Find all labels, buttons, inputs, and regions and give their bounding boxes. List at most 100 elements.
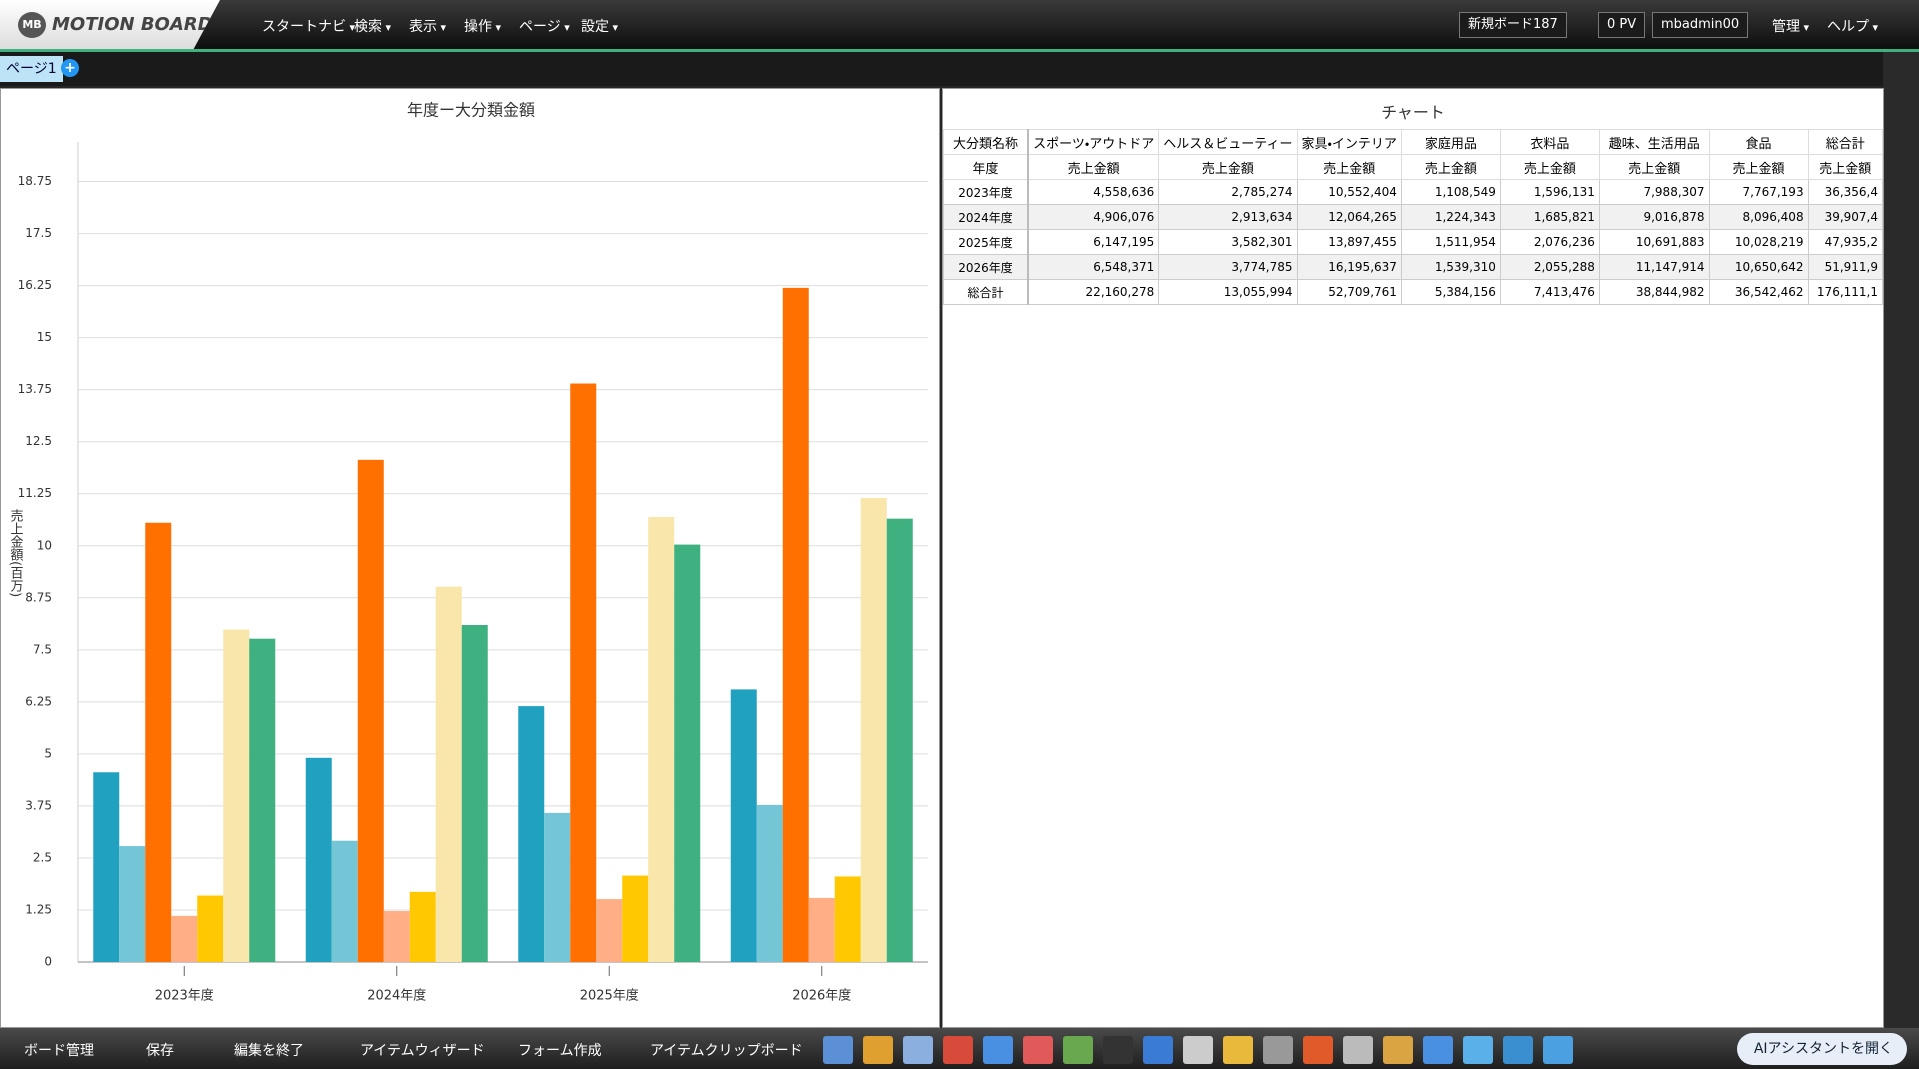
logo-mark: MB xyxy=(18,12,46,38)
bar xyxy=(756,804,783,962)
logo[interactable]: MB MOTION BOARD xyxy=(0,0,220,49)
menu-item[interactable]: ヘルプ xyxy=(1827,16,1878,36)
bar xyxy=(834,876,861,962)
bar xyxy=(860,497,887,962)
table-cell: 年度 xyxy=(943,154,1030,180)
menu-item[interactable]: スタートナビ xyxy=(262,16,355,36)
toolbar-button[interactable]: アイテムウィザード xyxy=(360,1043,485,1059)
y-tick-label: 0 xyxy=(44,955,52,969)
table-cell: 4,558,636 xyxy=(1027,179,1160,205)
table-row: 2026年度 6,548,371 3,774,785 16,195,637 1,539,… xyxy=(943,254,1883,280)
toolbar-button[interactable]: 編集を終了 xyxy=(234,1043,304,1059)
y-axis-label: 売上金額(百万) xyxy=(8,508,24,597)
x-tick-label: 2024年度 xyxy=(367,988,426,1004)
item-icon[interactable] xyxy=(1463,1036,1493,1064)
table-cell: 13,897,455 xyxy=(1296,229,1402,255)
data-table: 大分類名称 スポーツ・アウトドア ヘルス＆ビューティー 家具・インテリア 家庭用品 衣料品… xyxy=(943,129,1883,305)
table-panel: チャート 大分類名称 スポーツ・アウトドア ヘルス＆ビューティー 家具・インテリア 家庭… xyxy=(942,88,1884,1028)
table-row: 総合計 22,160,278 13,055,994 52,709,761 5,384,1… xyxy=(943,279,1883,305)
item-icon[interactable] xyxy=(1543,1036,1573,1064)
bar xyxy=(808,897,835,962)
y-tick-label: 8.75 xyxy=(25,590,52,604)
table-cell: 13,055,994 xyxy=(1158,279,1298,305)
toolbar-button[interactable]: アイテムクリップボード xyxy=(650,1043,803,1059)
table-title: チャート xyxy=(1381,103,1445,122)
table-cell: 51,911,9 xyxy=(1807,254,1883,280)
bar xyxy=(544,812,571,962)
bar xyxy=(409,891,436,962)
toolbar-button[interactable]: ボード管理 xyxy=(24,1043,94,1059)
table-cell: 3,582,301 xyxy=(1158,229,1298,255)
y-tick-label: 6.25 xyxy=(25,694,52,708)
table-cell: 7,767,193 xyxy=(1708,179,1809,205)
table-cell: 12,064,265 xyxy=(1296,204,1402,230)
item-icon[interactable] xyxy=(1223,1036,1253,1064)
item-icon[interactable] xyxy=(1103,1036,1133,1064)
table-cell: 39,907,4 xyxy=(1807,204,1883,230)
table-row: 2025年度 6,147,195 3,582,301 13,897,455 1,511,… xyxy=(943,229,1883,255)
table-cell: 2026年度 xyxy=(943,254,1030,280)
item-icon[interactable] xyxy=(943,1036,973,1064)
ai-assistant[interactable]: AIアシスタントを開く xyxy=(1737,1033,1907,1065)
bar xyxy=(331,840,358,962)
toolbar-button[interactable]: 保存 xyxy=(146,1043,174,1059)
menu-item[interactable]: 操作 xyxy=(464,16,501,36)
add-tab[interactable]: + xyxy=(61,59,79,77)
bar xyxy=(730,689,757,962)
user-name[interactable]: mbadmin00 xyxy=(1652,12,1749,38)
bar xyxy=(570,383,597,963)
table-row: 大分類名称 スポーツ・アウトドア ヘルス＆ビューティー 家具・インテリア 家庭用品 衣料品… xyxy=(943,129,1883,155)
table-cell: 2,785,274 xyxy=(1158,179,1298,205)
table-cell: 2025年度 xyxy=(943,229,1030,255)
table-cell: 38,844,982 xyxy=(1598,279,1710,305)
bar xyxy=(171,915,198,962)
item-icon[interactable] xyxy=(983,1036,1013,1064)
item-icon[interactable] xyxy=(863,1036,893,1064)
item-icon[interactable] xyxy=(823,1036,853,1064)
item-icon[interactable] xyxy=(1183,1036,1213,1064)
table-cell: 5,384,156 xyxy=(1400,279,1501,305)
bar xyxy=(886,518,913,962)
table-cell: 1,685,821 xyxy=(1499,204,1600,230)
bar xyxy=(596,899,623,962)
menu-item[interactable]: 表示 xyxy=(409,16,446,36)
bar xyxy=(305,757,332,962)
table-row: 2024年度 4,906,076 2,913,634 12,064,265 1,224,… xyxy=(943,204,1883,230)
board-name[interactable]: 新規ボード187 xyxy=(1459,12,1567,38)
table-cell: 売上金額 xyxy=(1807,154,1883,180)
table-cell: 総合計 xyxy=(1807,129,1883,155)
y-tick-label: 3.75 xyxy=(25,798,52,812)
menu-item[interactable]: 管理 xyxy=(1772,16,1809,36)
menu-item[interactable]: ページ xyxy=(519,16,570,36)
item-icon[interactable] xyxy=(1263,1036,1293,1064)
item-icon[interactable] xyxy=(1503,1036,1533,1064)
item-icon[interactable] xyxy=(1423,1036,1453,1064)
y-tick-label: 13.75 xyxy=(18,382,52,396)
table-cell: 36,356,4 xyxy=(1807,179,1883,205)
tab[interactable]: ページ1 xyxy=(0,56,63,82)
table-cell: 7,988,307 xyxy=(1598,179,1710,205)
item-icon[interactable] xyxy=(1343,1036,1373,1064)
table-cell: 36,542,462 xyxy=(1708,279,1809,305)
table-cell: 売上金額 xyxy=(1158,154,1298,180)
table-row: 年度 売上金額 売上金額 売上金額 売上金額 売上金額 売上金額 売上金額 売上金額 xyxy=(943,154,1883,180)
item-icon[interactable] xyxy=(1303,1036,1333,1064)
item-icon[interactable] xyxy=(1023,1036,1053,1064)
menu-item[interactable]: 検索 xyxy=(354,16,391,36)
chart-panel: 年度ー大分類金額 売上金額(百万) 0 1.25 2.5 3.75 5 6.25 7.5 8.… xyxy=(0,88,940,1028)
table-cell: 売上金額 xyxy=(1499,154,1600,180)
y-tick-label: 5 xyxy=(44,746,52,760)
table-cell: 1,511,954 xyxy=(1400,229,1501,255)
menu-item[interactable]: 設定 xyxy=(581,16,618,36)
bar xyxy=(197,895,224,962)
toolbar-button[interactable]: フォーム作成 xyxy=(518,1043,602,1059)
table-cell: 6,147,195 xyxy=(1027,229,1160,255)
item-icon[interactable] xyxy=(1063,1036,1093,1064)
item-icon[interactable] xyxy=(903,1036,933,1064)
item-icon[interactable] xyxy=(1143,1036,1173,1064)
bar xyxy=(119,846,146,962)
y-tick-label: 1.25 xyxy=(25,902,52,916)
item-icon[interactable] xyxy=(1383,1036,1413,1064)
y-tick-label: 15 xyxy=(37,330,52,344)
